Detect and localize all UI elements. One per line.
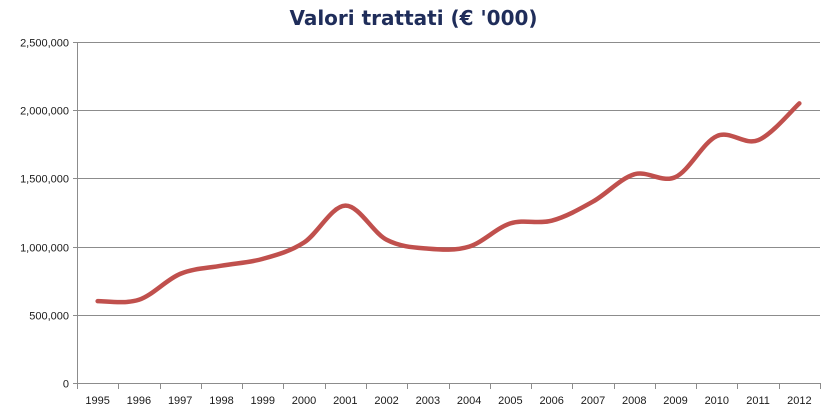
chart-title: Valori trattati (€ '000): [289, 6, 538, 30]
data-point: [178, 272, 182, 276]
data-point: [261, 257, 265, 261]
data-point: [756, 138, 760, 142]
x-tick-label: 2000: [292, 395, 316, 407]
data-point: [96, 299, 100, 303]
data-point: [797, 101, 801, 105]
x-tick-label: 2005: [498, 395, 522, 407]
x-tick-label: 1999: [251, 395, 275, 407]
x-tick-label: 2004: [457, 395, 481, 407]
y-tick-label: 1,000,000: [20, 243, 69, 255]
x-tick-label: 2007: [581, 395, 605, 407]
x-tick-label: 2003: [416, 395, 440, 407]
data-point: [385, 238, 389, 242]
data-point: [219, 264, 223, 268]
data-point: [343, 204, 347, 208]
data-point: [467, 245, 471, 249]
x-tick-label: 2012: [787, 395, 811, 407]
x-tick-label: 2008: [622, 395, 646, 407]
data-point: [550, 219, 554, 223]
x-tick-label: 1998: [209, 395, 233, 407]
x-tick-label: 1995: [85, 395, 109, 407]
x-tick-label: 2009: [663, 395, 687, 407]
data-point: [632, 172, 636, 176]
series-line: [95, 101, 802, 305]
data-point: [674, 175, 678, 179]
x-tick-label: 2006: [539, 395, 563, 407]
x-tick-label: 2010: [705, 395, 729, 407]
data-point: [715, 134, 719, 138]
data-point: [508, 221, 512, 225]
data-point: [591, 200, 595, 204]
y-tick-label: 2,500,000: [20, 38, 69, 50]
x-tick-label: 1997: [168, 395, 192, 407]
data-point: [137, 298, 141, 302]
x-tick-label: 2011: [746, 395, 770, 407]
y-tick-label: 2,000,000: [20, 106, 69, 118]
data-point: [426, 247, 430, 251]
y-tick-label: 0: [63, 379, 69, 391]
x-tick-label: 2001: [333, 395, 357, 407]
x-tick-label: 1996: [127, 395, 151, 407]
y-tick-label: 500,000: [29, 311, 69, 323]
data-point: [302, 241, 306, 245]
y-tick-label: 1,500,000: [20, 174, 69, 186]
x-tick-label: 2002: [374, 395, 398, 407]
